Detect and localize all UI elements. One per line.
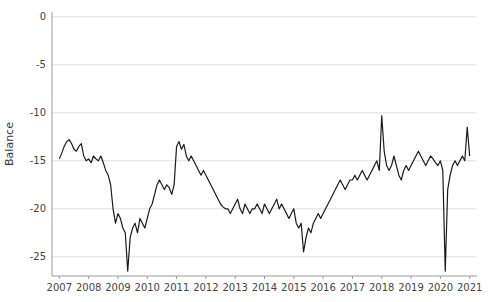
x-tick-label: 2010 — [135, 282, 160, 293]
x-tick — [293, 276, 294, 279]
grid-line — [52, 64, 477, 65]
x-tick — [440, 276, 441, 279]
x-tick-label: 2021 — [457, 282, 482, 293]
x-tick-label: 2011 — [164, 282, 189, 293]
chart: 0 -5 -10 -15 -20 -25 2007 2008 2009 2010 2011 2012 2… — [0, 0, 491, 302]
y-tick-label: 0 — [40, 11, 46, 22]
x-tick — [323, 276, 324, 279]
y-tick-label: -25 — [30, 251, 46, 262]
y-axis-label: Balance — [3, 122, 16, 166]
plot-area — [59, 116, 469, 272]
x-tick-label: 2009 — [105, 282, 130, 293]
grid-line — [52, 16, 477, 17]
x-tick-label: 2007 — [47, 282, 72, 293]
y-tick-label: -15 — [30, 155, 46, 166]
x-tick — [411, 276, 412, 279]
x-tick — [352, 276, 353, 279]
y-axis-line — [52, 12, 53, 276]
x-tick-label: 2015 — [281, 282, 306, 293]
x-tick — [147, 276, 148, 279]
x-tick-label: 2018 — [369, 282, 394, 293]
x-tick-label: 2019 — [398, 282, 423, 293]
x-tick — [176, 276, 177, 279]
x-tick-label: 2016 — [310, 282, 335, 293]
x-tick — [117, 276, 118, 279]
x-tick-label: 2013 — [222, 282, 247, 293]
x-tick — [264, 276, 265, 279]
x-tick — [88, 276, 89, 279]
x-tick-label: 2012 — [193, 282, 218, 293]
x-tick — [59, 276, 60, 279]
y-tick-label: -5 — [36, 59, 46, 70]
grid-line — [52, 208, 477, 209]
y-tick-label: -20 — [30, 203, 46, 214]
y-tick-label: -10 — [30, 107, 46, 118]
x-tick-label: 2014 — [252, 282, 277, 293]
x-tick — [469, 276, 470, 279]
x-tick — [381, 276, 382, 279]
x-tick — [205, 276, 206, 279]
line — [59, 116, 469, 272]
x-tick-label: 2020 — [428, 282, 453, 293]
x-tick-label: 2008 — [76, 282, 101, 293]
grid-line — [52, 256, 477, 257]
grid-line — [52, 112, 477, 113]
x-tick-label: 2017 — [340, 282, 365, 293]
x-tick — [235, 276, 236, 279]
